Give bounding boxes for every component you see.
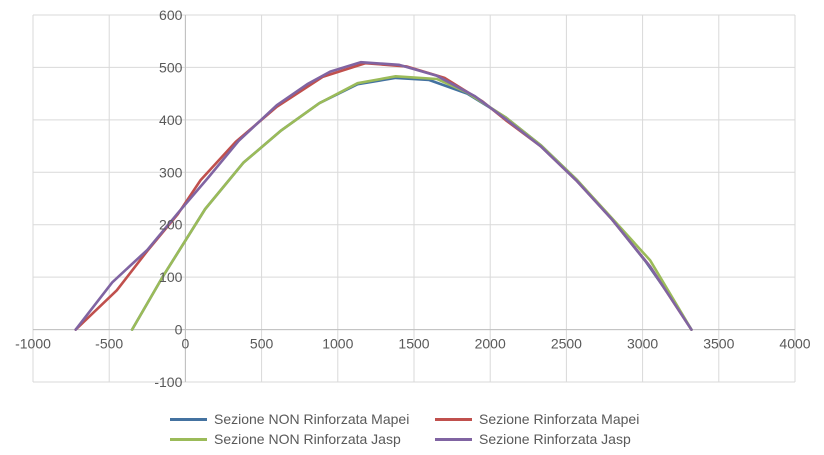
legend: Sezione NON Rinforzata Mapei Sezione Rin… (170, 411, 690, 447)
x-tick-label: -500 (95, 336, 123, 352)
x-tick-label: 0 (182, 336, 190, 352)
y-tick-label: 600 (159, 7, 183, 23)
legend-swatch (435, 437, 472, 441)
y-tick-label: 100 (159, 269, 183, 285)
y-tick-label: 500 (159, 59, 183, 75)
tick-labels: -1000 -500 0 500 1000 1500 2000 2500 3000 3500 400… (15, 7, 811, 390)
series-line-3 (74, 60, 693, 331)
legend-item-non-rinforzata-mapei: Sezione NON Rinforzata Mapei (170, 411, 435, 427)
x-tick-label: 500 (250, 336, 274, 352)
axes (33, 15, 795, 382)
y-tick-label: 200 (159, 217, 183, 233)
legend-item-rinforzata-mapei: Sezione Rinforzata Mapei (435, 411, 690, 427)
y-tick-label: -100 (154, 374, 182, 390)
x-tick-label: 1500 (398, 336, 429, 352)
legend-swatch (435, 417, 472, 421)
y-tick-label: 0 (175, 322, 183, 338)
line-chart: -1000 -500 0 500 1000 1500 2000 2500 3000 3500 400… (15, 7, 811, 390)
legend-swatch (170, 417, 207, 421)
legend-item-non-rinforzata-jasp: Sezione NON Rinforzata Jasp (170, 431, 435, 447)
legend-label: Sezione NON Rinforzata Jasp (214, 431, 401, 447)
legend-label: Sezione Rinforzata Mapei (479, 411, 640, 427)
y-tick-label: 400 (159, 112, 183, 128)
x-tick-label: -1000 (15, 336, 51, 352)
series-line-1 (74, 61, 693, 331)
series-line-0 (130, 76, 693, 331)
series-lines (74, 60, 693, 331)
legend-item-rinforzata-jasp: Sezione Rinforzata Jasp (435, 431, 690, 447)
series-line-2 (130, 75, 693, 331)
x-tick-label: 4000 (779, 336, 810, 352)
x-tick-label: 2500 (551, 336, 582, 352)
legend-swatch (170, 437, 207, 441)
legend-label: Sezione NON Rinforzata Mapei (214, 411, 410, 427)
y-tick-label: 300 (159, 164, 183, 180)
x-tick-label: 1000 (322, 336, 353, 352)
x-tick-label: 2000 (475, 336, 506, 352)
x-tick-label: 3500 (703, 336, 734, 352)
x-tick-label: 3000 (627, 336, 658, 352)
legend-label: Sezione Rinforzata Jasp (479, 431, 631, 447)
